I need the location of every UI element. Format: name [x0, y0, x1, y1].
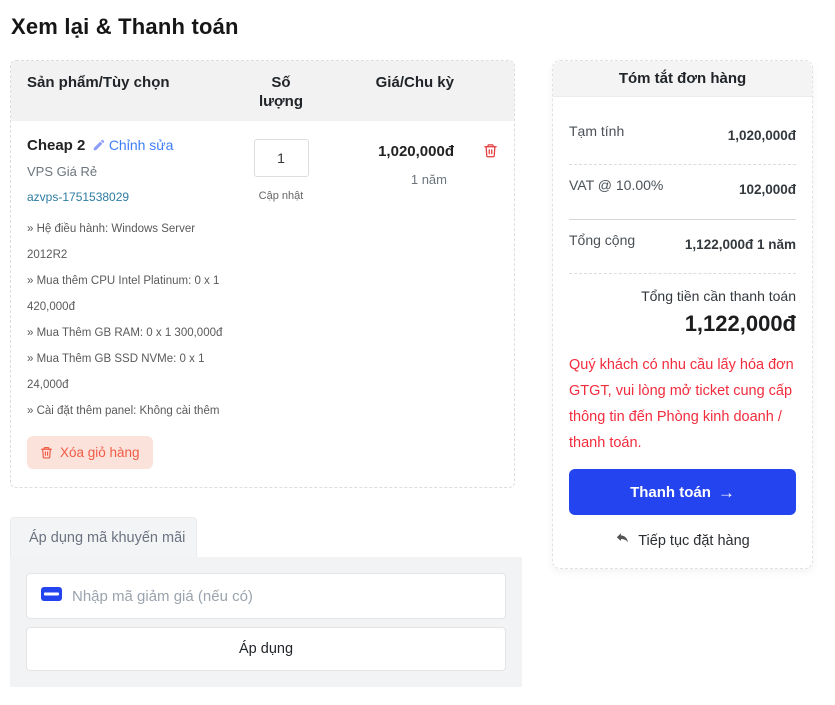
- column-header-price: Giá/Chu kỳ: [375, 74, 454, 91]
- promo-input-wrap: [26, 573, 506, 619]
- trash-icon: [40, 446, 53, 459]
- subtotal-value: 1,020,000đ: [727, 128, 796, 143]
- item-price: 1,020,000đ: [378, 143, 454, 160]
- grand-total-label: Tổng tiền cần thanh toán: [641, 287, 796, 304]
- promo-code-input[interactable]: [72, 587, 491, 605]
- summary-row-total: Tổng cộng 1,122,000đ 1 năm: [569, 220, 796, 274]
- continue-shopping-link[interactable]: Tiếp tục đặt hàng: [569, 531, 796, 550]
- total-row-value: 1,122,000đ 1 năm: [684, 236, 796, 252]
- price-cell: 1,020,000đ 1 năm: [329, 137, 454, 187]
- checkout-button[interactable]: Thanh toán →: [569, 469, 796, 516]
- vat-invoice-note: Quý khách có nhu cầu lấy hóa đơn GTGT, v…: [569, 356, 794, 452]
- delete-item-icon[interactable]: [483, 143, 498, 163]
- option-ram: » Mua Thêm GB RAM: 0 x 1 300,000đ: [27, 327, 223, 339]
- hostname-link[interactable]: azvps-1751538029: [27, 190, 130, 204]
- pencil-icon: [92, 137, 109, 153]
- cart-item-row: Cheap 2 Chỉnh sửa VPS Giá Rẻ azvps-17515…: [11, 121, 514, 487]
- product-options: » Hệ điều hành: Windows Server 2012R2 » …: [27, 216, 223, 424]
- reply-arrow-icon: [615, 531, 630, 550]
- edit-link[interactable]: Chỉnh sửa: [92, 137, 173, 153]
- column-header-product: Sản phẩm/Tùy chọn: [27, 74, 170, 91]
- apply-promo-button[interactable]: Áp dụng: [26, 627, 506, 671]
- product-group: VPS Giá Rẻ: [27, 164, 98, 179]
- option-panel: » Cài đặt thêm panel: Không cài thêm: [27, 405, 220, 417]
- product-name: Cheap 2: [27, 137, 86, 154]
- subtotal-label: Tạm tính: [569, 123, 625, 139]
- row-delete-cell: [454, 137, 498, 163]
- total-row-label: Tổng cộng: [569, 231, 636, 248]
- vat-value: 102,000đ: [738, 182, 796, 198]
- update-quantity-link[interactable]: Cập nhật: [258, 190, 304, 202]
- vat-label: VAT @ 10.00%: [569, 177, 664, 194]
- cart-table-header: Sản phẩm/Tùy chọn Số lượng Giá/Chu kỳ: [11, 61, 514, 121]
- summary-row-subtotal: Tạm tính 1,020,000đ: [569, 111, 796, 166]
- promo-panel: Áp dụng: [10, 557, 522, 687]
- arrow-right-icon: →: [717, 482, 735, 502]
- page-title: Xem lại & Thanh toán: [11, 14, 239, 39]
- option-ssd: » Mua Thêm GB SSD NVMe: 0 x 1 24,000đ: [27, 353, 205, 391]
- quantity-cell: Cập nhật: [233, 137, 329, 204]
- order-summary-title: Tóm tắt đơn hàng: [553, 61, 812, 97]
- grand-total-block: Tổng tiền cần thanh toán 1,122,000đ: [569, 274, 796, 337]
- option-cpu: » Mua thêm CPU Intel Platinum: 0 x 1 420…: [27, 275, 220, 313]
- summary-row-vat: VAT @ 10.00% 102,000đ: [569, 165, 796, 220]
- product-cell: Cheap 2 Chỉnh sửa VPS Giá Rẻ azvps-17515…: [27, 137, 233, 469]
- grand-total-value: 1,122,000đ: [684, 310, 796, 336]
- cart-card: Sản phẩm/Tùy chọn Số lượng Giá/Chu kỳ Ch…: [10, 60, 515, 488]
- order-summary-body: Tạm tính 1,020,000đ VAT @ 10.00% 102,000…: [553, 97, 812, 568]
- ticket-icon: [41, 586, 72, 606]
- order-summary-card: Tóm tắt đơn hàng Tạm tính 1,020,000đ VAT…: [552, 60, 813, 570]
- tab-promo-code[interactable]: Áp dụng mã khuyến mãi: [10, 517, 197, 557]
- option-os: » Hệ điều hành: Windows Server 2012R2: [27, 223, 196, 261]
- quantity-input[interactable]: [253, 139, 309, 177]
- empty-cart-button[interactable]: Xóa giỏ hàng: [27, 436, 153, 469]
- item-billing-cycle: 1 năm: [410, 172, 447, 187]
- column-header-quantity: Số lượng: [258, 74, 304, 110]
